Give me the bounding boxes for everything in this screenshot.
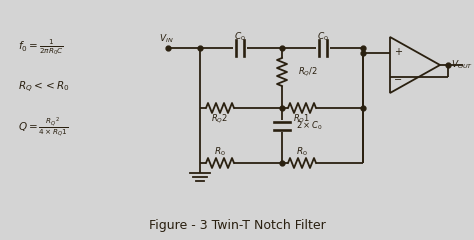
Text: $R_0$: $R_0$ [214, 146, 226, 158]
Text: $R_Q/2$: $R_Q/2$ [298, 66, 318, 78]
Text: $2 \times C_0$: $2 \times C_0$ [296, 120, 323, 132]
Text: $C_0$: $C_0$ [317, 31, 329, 43]
Text: $V_{IN}$: $V_{IN}$ [159, 33, 173, 45]
Text: +: + [394, 47, 402, 57]
Text: $R_0$: $R_0$ [296, 146, 308, 158]
Text: $Q = \frac{R_Q{}^2}{4\times R_Q 1}$: $Q = \frac{R_Q{}^2}{4\times R_Q 1}$ [18, 115, 68, 139]
Text: $-$: $-$ [393, 73, 402, 83]
Text: Figure - 3 Twin-T Notch Filter: Figure - 3 Twin-T Notch Filter [149, 218, 325, 232]
Text: $f_0 = \frac{1}{2\pi R_0 C}$: $f_0 = \frac{1}{2\pi R_0 C}$ [18, 37, 64, 57]
Text: $R_Q1$: $R_Q1$ [293, 113, 310, 125]
Text: $R_Q2$: $R_Q2$ [211, 113, 228, 125]
Text: $V_{OUT}$: $V_{OUT}$ [451, 59, 473, 71]
Text: $C_0$: $C_0$ [234, 31, 246, 43]
Text: $R_Q << R_0$: $R_Q << R_0$ [18, 79, 70, 95]
